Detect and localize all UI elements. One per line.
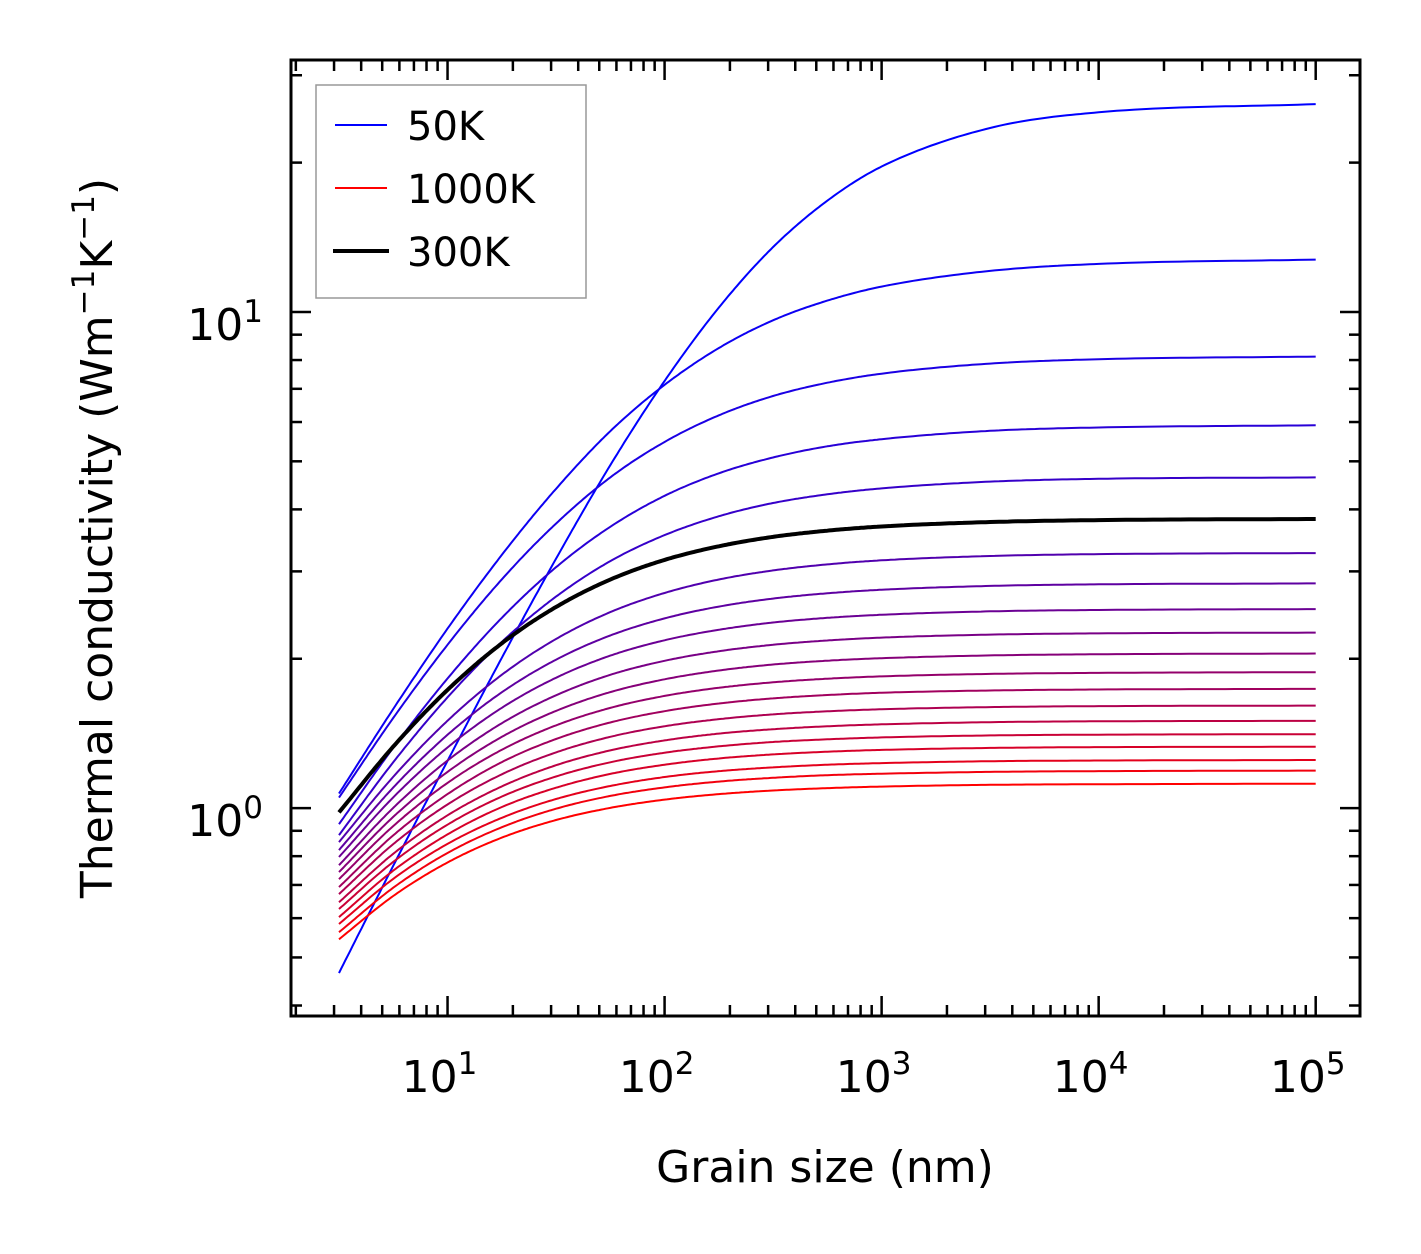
y-axis-label-sup1: −1 (66, 270, 102, 316)
y-axis-label-suffix: ) (72, 178, 123, 195)
legend-entry-300k: 300K (333, 230, 511, 276)
series-line-100k (338, 258, 1316, 795)
y-tick-label-exp: 1 (243, 294, 263, 330)
series-line-300k (337, 517, 1316, 814)
x-tick-label: 105 (1270, 1046, 1346, 1103)
legend-frame (315, 84, 587, 299)
x-tick-label-base: 10 (619, 1052, 675, 1103)
series-line-50k (338, 103, 1316, 974)
y-tick-label-base: 10 (187, 300, 243, 351)
series-line-850k (338, 745, 1316, 918)
y-axis-label: Thermal conductivity (Wm−1K−1) (66, 178, 123, 899)
x-tick-label-base: 10 (402, 1052, 458, 1103)
y-tick-label: 101 (187, 294, 263, 351)
series-line-200k (338, 424, 1316, 825)
x-tick-label-exp: 2 (675, 1046, 695, 1082)
series-line-500k (338, 631, 1316, 866)
x-tick-label: 103 (836, 1046, 912, 1103)
series-line-1000k (338, 782, 1316, 941)
x-tick-label-base: 10 (1270, 1052, 1326, 1103)
y-tick-label: 100 (187, 790, 263, 847)
legend-label-300k: 300K (407, 230, 511, 276)
x-tick-labels: 101 102 103 104 105 (402, 1046, 1346, 1103)
x-tick-label: 102 (619, 1046, 695, 1103)
y-axis-label-mid: K (72, 240, 123, 270)
x-axis-label: Grain size (nm) (656, 1142, 994, 1193)
x-tick-label-base: 10 (1053, 1052, 1109, 1103)
x-tick-label-exp: 4 (1109, 1046, 1129, 1082)
y-tick-label-base: 10 (187, 796, 243, 847)
x-tick-label-exp: 3 (892, 1046, 912, 1082)
series-line-150k (338, 355, 1316, 799)
x-tick-label-base: 10 (836, 1052, 892, 1103)
x-tick-label: 104 (1053, 1046, 1129, 1103)
ticks-group (291, 60, 1360, 1016)
series-line-600k (338, 671, 1316, 880)
series-line-450k (338, 608, 1316, 858)
series-line-800k (338, 733, 1316, 910)
legend: 50K 1000K 300K (315, 84, 587, 299)
series-line-900k (338, 759, 1316, 925)
series-line-750k (338, 719, 1316, 903)
series-line-650k (338, 687, 1316, 888)
legend-label-1000k: 1000K (407, 167, 537, 213)
x-tick-label: 101 (402, 1046, 478, 1103)
series-line-550k (338, 652, 1316, 873)
series-line-400k (338, 582, 1316, 851)
legend-label-50k: 50K (407, 104, 486, 150)
y-tick-label-exp: 0 (243, 790, 263, 826)
series-line-700k (338, 704, 1316, 895)
series-line-950k (338, 769, 1316, 933)
series-line-350k (338, 552, 1316, 843)
axes-frame (289, 58, 1362, 1018)
y-axis-label-prefix: Thermal conductivity (Wm (72, 315, 123, 899)
x-tick-label-exp: 5 (1326, 1046, 1346, 1082)
legend-entry-50k: 50K (335, 104, 486, 150)
curves-group (337, 103, 1316, 974)
series-line-250k (338, 476, 1316, 836)
y-axis-label-sup2: −1 (66, 195, 102, 241)
x-tick-label-exp: 1 (458, 1046, 478, 1082)
legend-entry-1000k: 1000K (335, 167, 537, 213)
